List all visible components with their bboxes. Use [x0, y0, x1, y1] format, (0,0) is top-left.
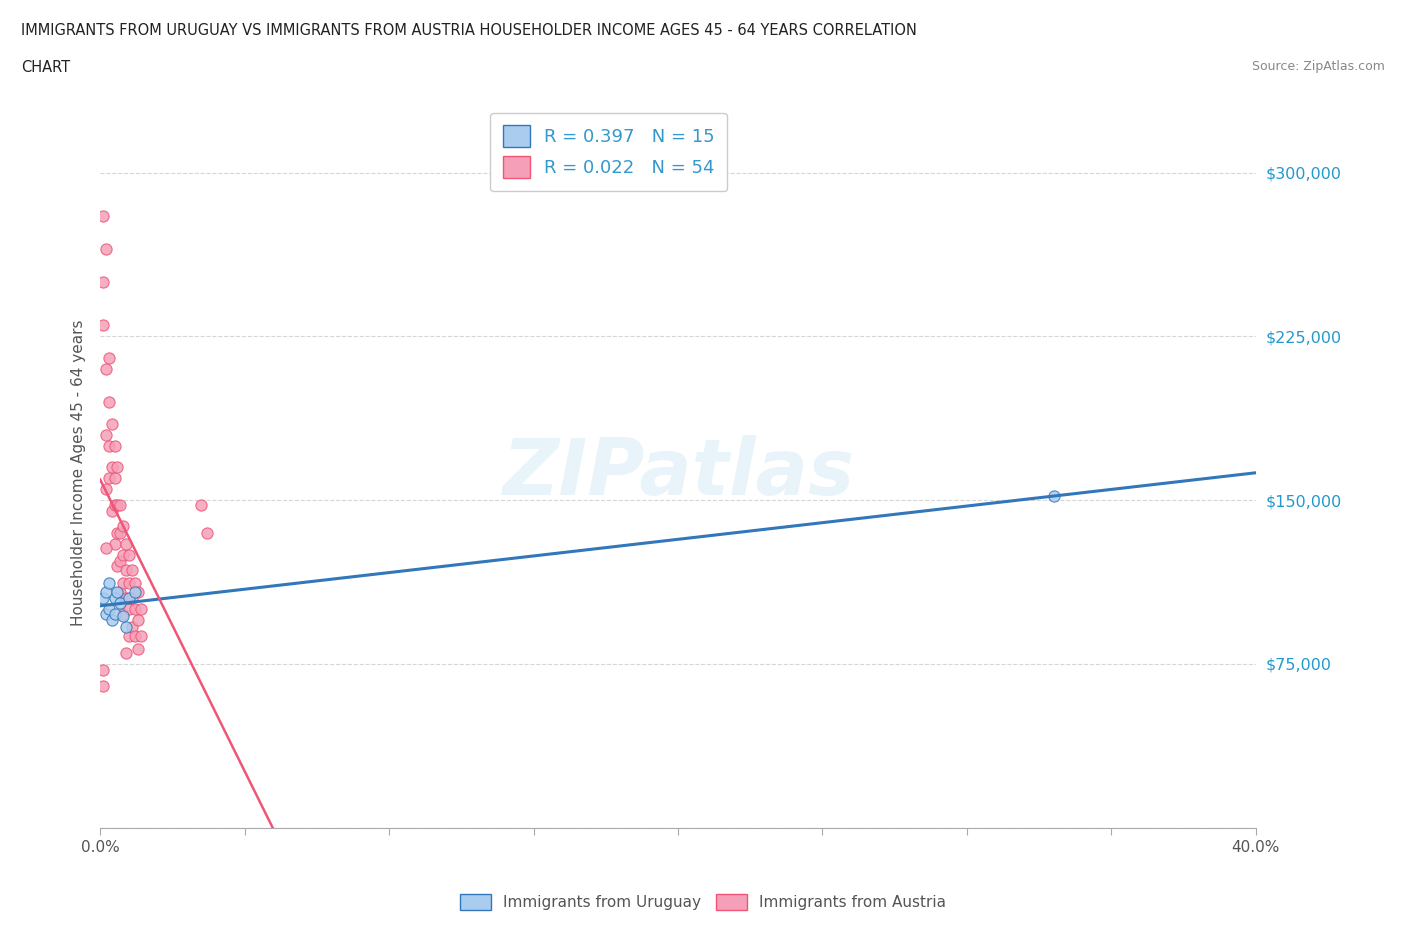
Point [121, 619, 143, 634]
Point [115, 645, 138, 660]
Point [110, 584, 132, 599]
Point [91, 678, 114, 693]
Point [97, 351, 120, 365]
Point [127, 584, 149, 599]
Point [94, 584, 117, 599]
Point [118, 576, 141, 591]
Point [97, 576, 120, 591]
Point [195, 525, 218, 540]
Point [97, 394, 120, 409]
Point [124, 602, 146, 617]
Point [115, 563, 138, 578]
Point [103, 606, 125, 621]
Point [97, 602, 120, 617]
Point [118, 591, 141, 605]
Point [100, 504, 122, 519]
Point [103, 497, 125, 512]
Point [112, 606, 135, 621]
Point [91, 274, 114, 289]
Point [112, 547, 135, 562]
Point [94, 540, 117, 555]
Legend: R = 0.397   N = 15, R = 0.022   N = 54: R = 0.397 N = 15, R = 0.022 N = 54 [489, 113, 727, 192]
Point [112, 608, 135, 623]
Point [97, 438, 120, 453]
Point [103, 471, 125, 485]
Point [121, 563, 143, 578]
Point [97, 471, 120, 485]
Point [107, 525, 129, 540]
Point [103, 537, 125, 551]
Point [91, 591, 114, 605]
Point [118, 602, 141, 617]
Point [1042, 488, 1064, 503]
Point [103, 591, 125, 605]
Point [121, 591, 143, 605]
Point [112, 576, 135, 591]
Point [94, 427, 117, 442]
Point [110, 525, 132, 540]
Point [94, 362, 117, 377]
Point [107, 460, 129, 475]
Point [124, 628, 146, 643]
Point [100, 417, 122, 432]
Point [107, 558, 129, 573]
Point [94, 242, 117, 257]
Point [103, 438, 125, 453]
Point [91, 318, 114, 333]
Point [118, 628, 141, 643]
Point [124, 584, 146, 599]
Text: Source: ZipAtlas.com: Source: ZipAtlas.com [1251, 60, 1385, 73]
Point [110, 497, 132, 512]
Point [115, 537, 138, 551]
Point [118, 547, 141, 562]
Point [107, 584, 129, 599]
Point [127, 641, 149, 656]
Text: ZIPatlas: ZIPatlas [502, 435, 853, 511]
Point [124, 576, 146, 591]
Y-axis label: Householder Income Ages 45 - 64 years: Householder Income Ages 45 - 64 years [72, 320, 86, 626]
Point [110, 554, 132, 569]
Text: CHART: CHART [21, 60, 70, 75]
Point [127, 613, 149, 628]
Point [115, 591, 138, 605]
Point [94, 606, 117, 621]
Point [115, 619, 138, 634]
Point [110, 595, 132, 610]
Point [112, 519, 135, 534]
Point [129, 628, 152, 643]
Point [190, 497, 212, 512]
Text: IMMIGRANTS FROM URUGUAY VS IMMIGRANTS FROM AUSTRIA HOUSEHOLDER INCOME AGES 45 - : IMMIGRANTS FROM URUGUAY VS IMMIGRANTS FR… [21, 23, 917, 38]
Point [129, 602, 152, 617]
Point [100, 460, 122, 475]
Point [94, 482, 117, 497]
Point [91, 208, 114, 223]
Point [91, 663, 114, 678]
Legend: Immigrants from Uruguay, Immigrants from Austria: Immigrants from Uruguay, Immigrants from… [453, 886, 953, 918]
Point [100, 613, 122, 628]
Point [107, 497, 129, 512]
